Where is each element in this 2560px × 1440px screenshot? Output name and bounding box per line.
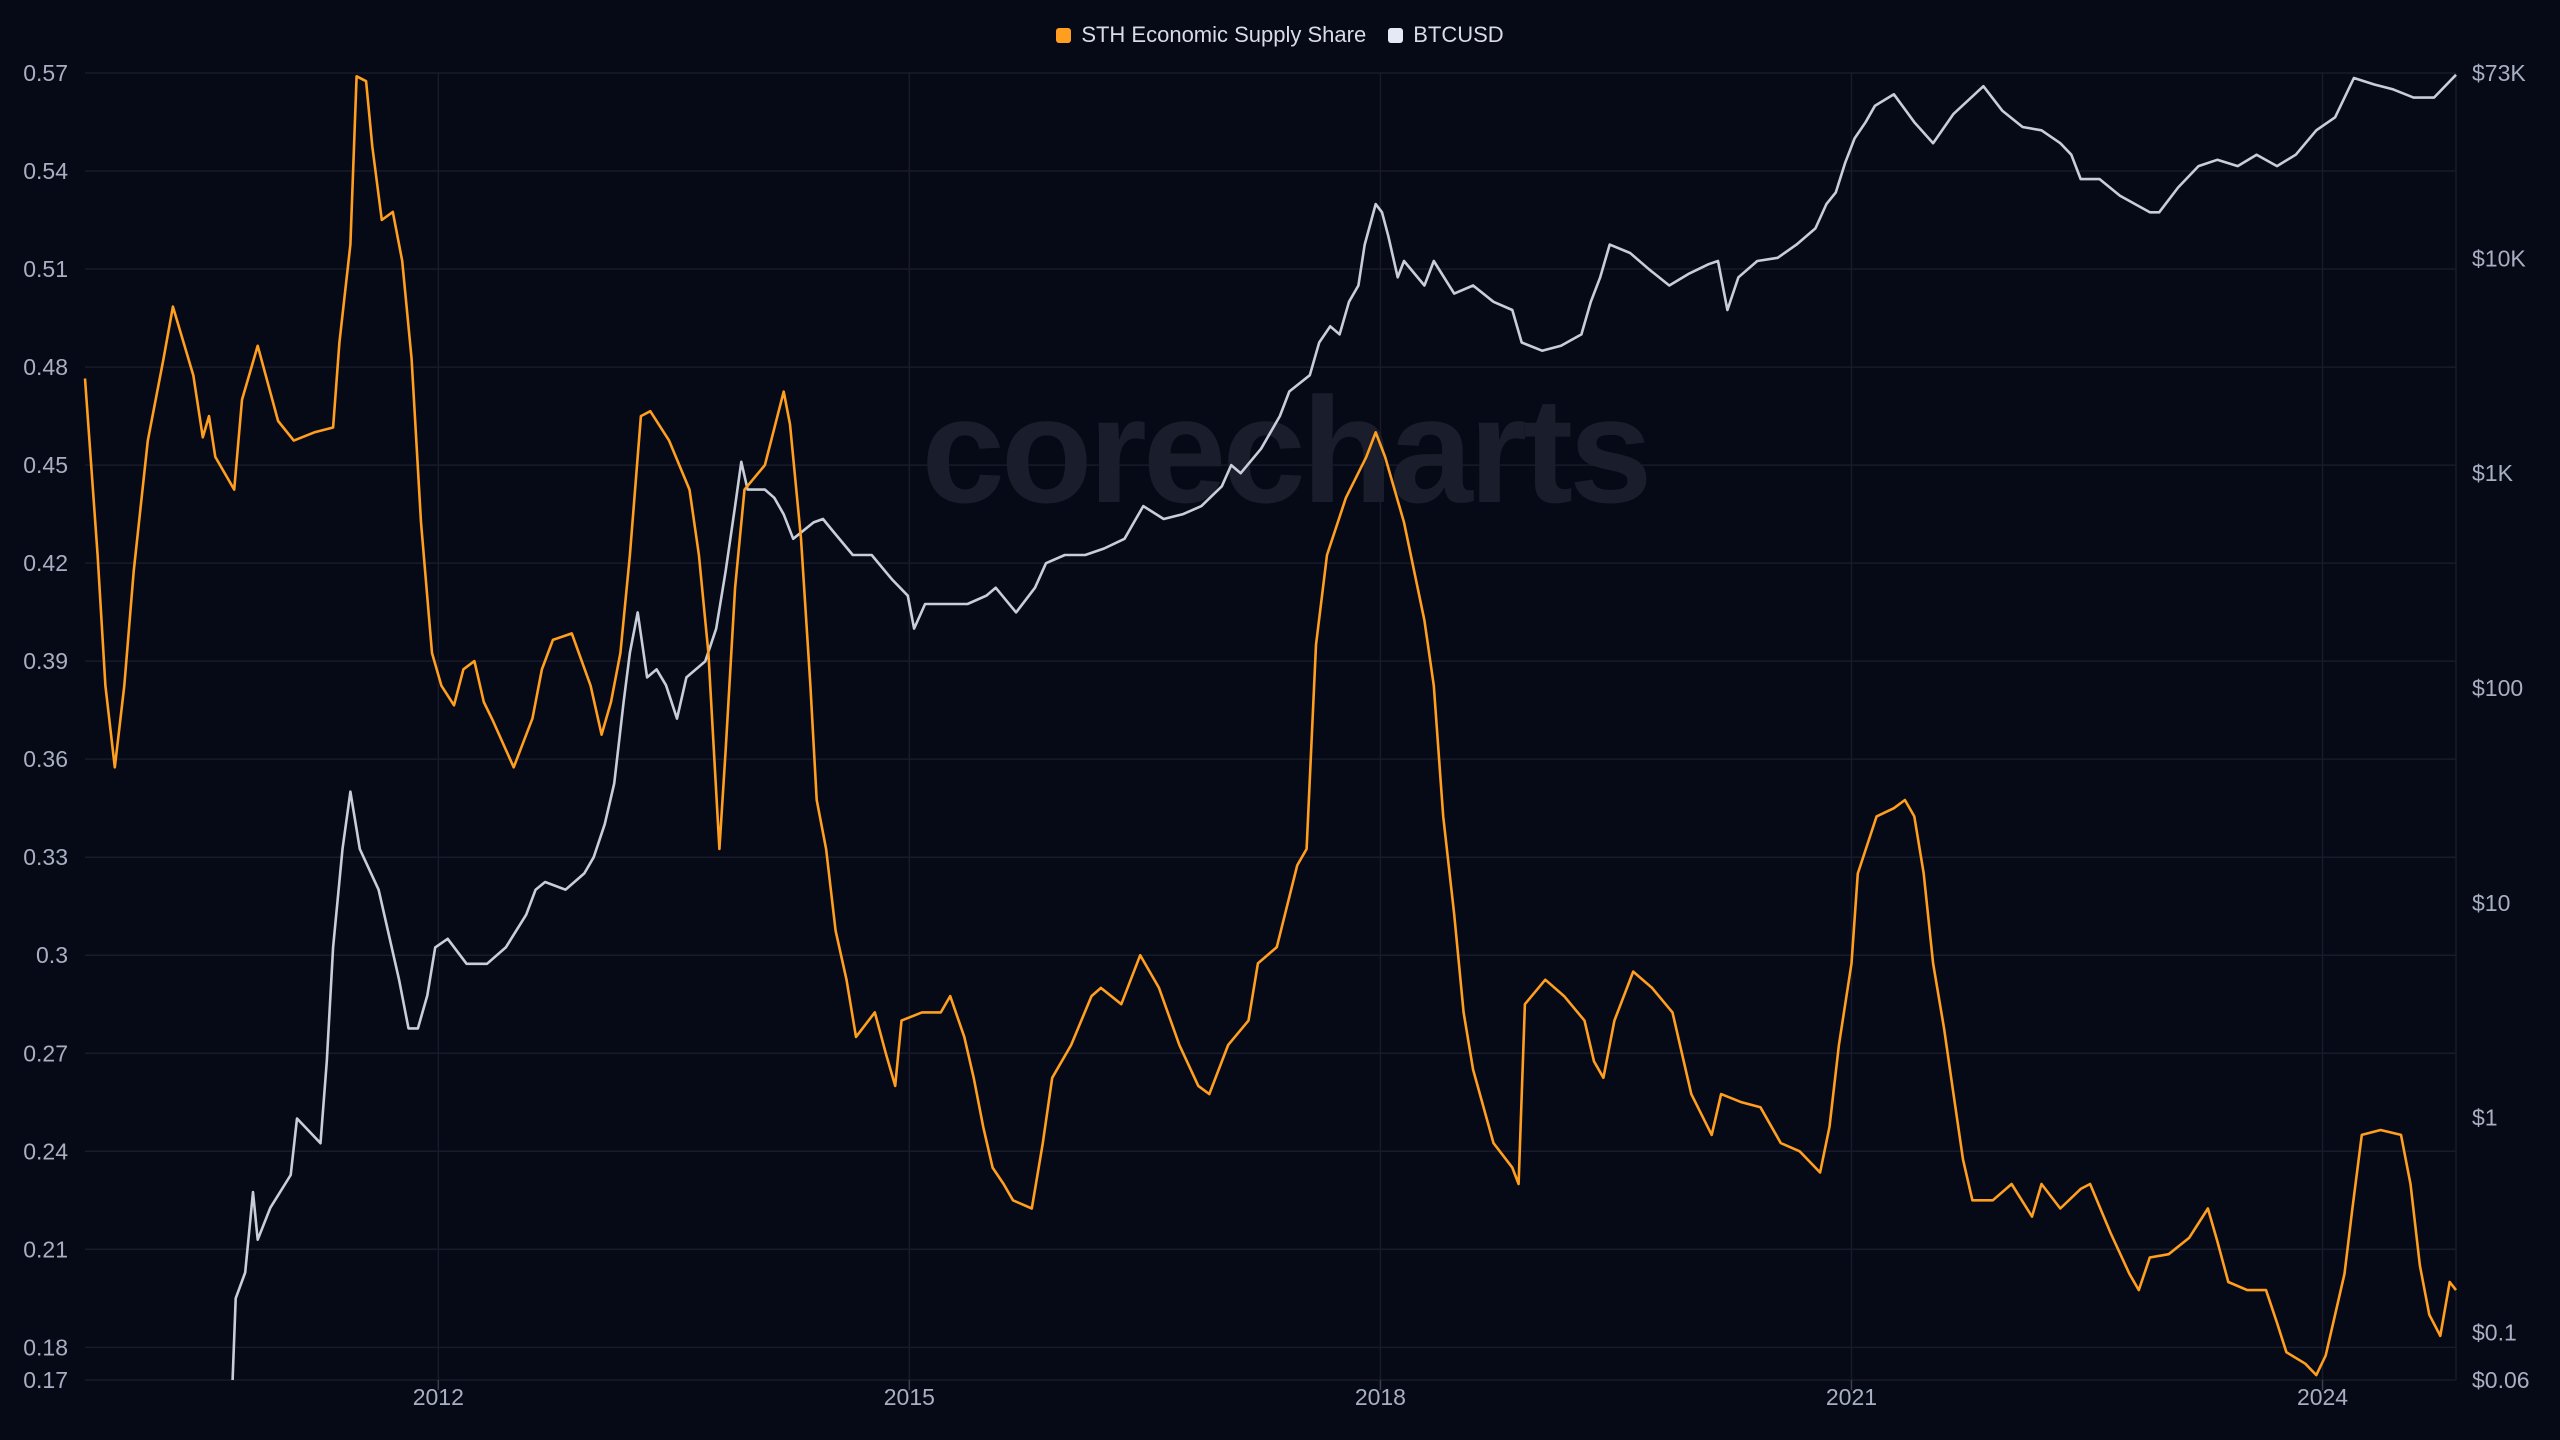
y-left-tick-label: 0.57 [23,60,68,86]
y-right-tick-label: $0.1 [2472,1319,2517,1345]
legend-label-btcusd: BTCUSD [1413,22,1504,47]
chart-legend: STH Economic Supply Share BTCUSD [0,22,2560,48]
y-left-tick-label: 0.36 [23,746,68,772]
y-left-tick-label: 0.48 [23,354,68,380]
y-left-tick-label: 0.45 [23,452,68,478]
y-right-tick-label: $100 [2472,675,2523,701]
legend-label-sth: STH Economic Supply Share [1081,22,1367,47]
watermark-logo: corecharts [921,366,1648,534]
y-left-tick-label: 0.42 [23,550,68,576]
legend-item-btcusd[interactable]: BTCUSD [1388,22,1504,48]
y-right-tick-label: $10 [2472,890,2510,916]
y-left-tick-label: 0.33 [23,844,68,870]
legend-swatch-sth [1056,27,1072,43]
x-tick-label: 2024 [2297,1384,2348,1410]
y-left-tick-label: 0.24 [23,1138,68,1164]
legend-item-sth[interactable]: STH Economic Supply Share [1056,22,1366,48]
y-left-tick-label: 0.27 [23,1040,68,1066]
y-right-tick-label: $1 [2472,1105,2498,1131]
x-tick-label: 2021 [1826,1384,1877,1410]
y-right-tick-label: $1K [2472,460,2514,486]
series-line-sth-economic-supply-share [83,75,2458,1377]
grid [85,72,2457,1381]
x-tick-label: 2015 [884,1384,935,1410]
y-left-tick-label: 0.51 [23,256,68,282]
x-tick-label: 2012 [413,1384,464,1410]
legend-swatch-btcusd [1388,27,1404,43]
x-tick-label: 2018 [1355,1384,1406,1410]
y-right-tick-label: $73K [2472,60,2526,86]
y-left-tick-label: 0.54 [23,158,68,184]
y-left-tick-label: 0.18 [23,1334,68,1360]
y-left-tick-label: 0.21 [23,1236,68,1262]
y-right-tick-label: $10K [2472,245,2526,271]
y-left-tick-label: 0.39 [23,648,68,674]
y-right-tick-label: $0.06 [2472,1367,2530,1393]
series-lines [83,73,2458,1381]
y-left-tick-label: 0.3 [36,942,68,968]
y-left-tick-label: 0.17 [23,1367,68,1393]
series-line-btcusd [231,73,2457,1381]
axes: 0.57 0.54 0.51 0.48 0.45 0.42 0.39 0.36 0.33 0.3 0… [23,60,2529,1410]
